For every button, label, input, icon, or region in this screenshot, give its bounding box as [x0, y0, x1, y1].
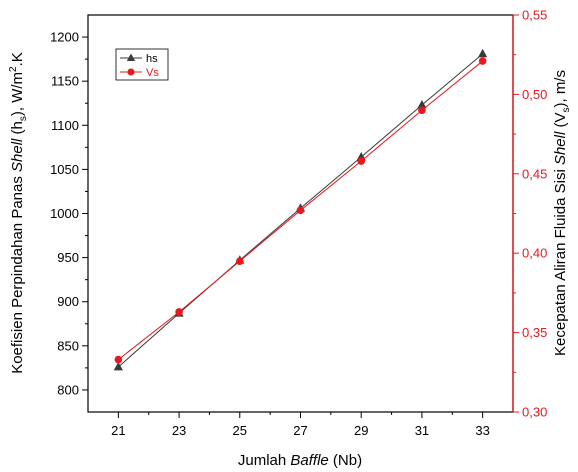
right-tick-label: 0,30: [522, 405, 547, 420]
legend-label-vs: Vs: [146, 67, 159, 79]
x-tick-label: 27: [293, 423, 307, 438]
legend-label-hs: hs: [146, 53, 158, 65]
left-tick-label: 1050: [50, 162, 79, 177]
left-tick-label: 950: [57, 250, 79, 265]
x-axis-ticks: 21 23 25 27 29 31 33: [111, 412, 490, 438]
data-point-hs: [478, 48, 488, 58]
data-point-hs: [417, 99, 427, 109]
x-tick-label: 23: [172, 423, 186, 438]
x-tick-label: 31: [415, 423, 429, 438]
right-tick-label: 0,50: [522, 87, 547, 102]
x-tick-label: 33: [475, 423, 489, 438]
series-layer: [113, 48, 488, 371]
data-point-vs: [357, 157, 366, 165]
data-point-vs: [418, 106, 426, 115]
left-tick-label: 800: [57, 382, 79, 397]
data-point-vs: [114, 355, 123, 364]
right-axis-title: Kecepatan Aliran Fluida Sisi Shell (Vs),…: [552, 70, 572, 356]
legend-triangle-icon: [126, 53, 136, 61]
left-tick-label: 850: [57, 338, 79, 353]
left-tick-label: 1150: [51, 74, 79, 89]
left-axis-ticks: 800 850 900 950 1000 1050 1100 1150 1200: [50, 30, 88, 397]
right-tick-label: 0,35: [522, 325, 547, 340]
right-tick-label: 0,45: [522, 166, 547, 181]
right-tick-label: 0,55: [522, 8, 547, 23]
x-tick-label: 21: [111, 423, 125, 438]
legend-box: [115, 48, 169, 81]
data-point-vs: [296, 206, 305, 215]
right-axis-ticks: 0,30 0,35 0,40 0,45 0,50 0,55: [513, 8, 547, 420]
data-point-vs: [175, 308, 183, 316]
x-tick-label: 25: [233, 423, 247, 438]
left-tick-label: 1200: [50, 30, 79, 45]
x-axis-title: Jumlah Baffle (Nb): [238, 452, 362, 469]
data-point-hs: [113, 362, 123, 371]
left-tick-label: 1000: [50, 206, 79, 221]
data-point-vs: [235, 257, 244, 265]
x-tick-label: 29: [354, 423, 368, 438]
left-tick-label: 1100: [51, 118, 79, 133]
left-tick-label: 900: [57, 294, 79, 309]
right-tick-label: 0,40: [522, 246, 547, 261]
legend: hs Vs: [115, 48, 169, 81]
legend-circle-icon: [127, 68, 135, 76]
data-point-vs: [478, 57, 487, 65]
left-axis-title: Koefisien Perpindahan Panas Shell (hs), …: [8, 52, 29, 374]
